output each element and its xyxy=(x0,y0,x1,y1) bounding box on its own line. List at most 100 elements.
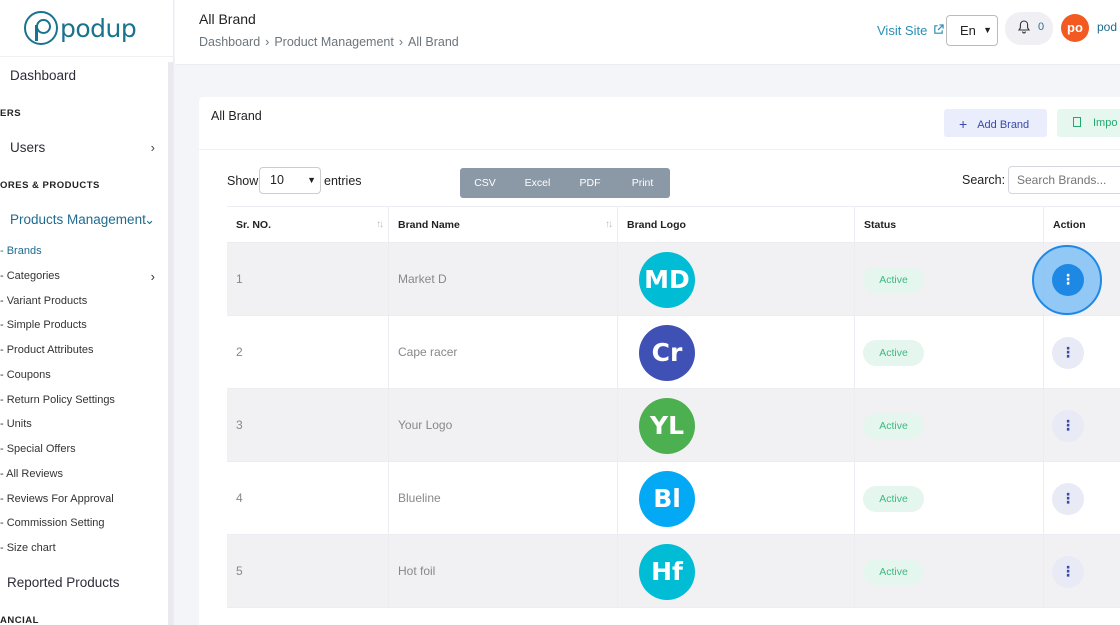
brand-logo-avatar: YL xyxy=(639,398,695,454)
cell-sr-no: 4 xyxy=(227,462,389,535)
sidebar-subitem[interactable]: - Units xyxy=(0,418,169,430)
sidebar-subitem-label: - Return Policy Settings xyxy=(0,394,115,406)
import-button[interactable]: Impo xyxy=(1057,109,1120,137)
export-pdf-button[interactable]: PDF xyxy=(579,177,601,189)
status-badge: Active xyxy=(863,486,924,512)
cell-status: Active xyxy=(855,535,1044,608)
breadcrumb-product-management[interactable]: Product Management xyxy=(274,35,394,49)
column-header-brand-logo: Brand Logo xyxy=(618,207,855,244)
column-label: Brand Name xyxy=(398,219,460,231)
sidebar-subitem[interactable]: - Size chart xyxy=(0,542,169,554)
row-actions-menu-icon[interactable]: ⋮ xyxy=(1052,264,1084,296)
table-header: Sr. NO. ↑↓ Brand Name ↑↓ Brand Logo Status… xyxy=(227,206,1120,244)
entries-label: entries xyxy=(324,174,362,188)
status-badge: Active xyxy=(863,413,924,439)
cell-brand-logo: Hf xyxy=(618,535,855,608)
sidebar-subitem[interactable]: - Commission Setting xyxy=(0,517,169,529)
sidebar-subitem[interactable]: - Special Offers xyxy=(0,443,169,455)
cell-sr-no: 3 xyxy=(227,389,389,462)
notifications-button[interactable]: 0 xyxy=(1005,12,1053,45)
chevron-right-icon: › xyxy=(150,140,155,155)
sort-icon[interactable]: ↑↓ xyxy=(376,219,384,230)
print-button[interactable]: Print xyxy=(631,177,654,189)
page-title: All Brand xyxy=(199,11,256,27)
cell-brand-logo: YL xyxy=(618,389,855,462)
breadcrumb: Dashboard › Product Management › All Brand xyxy=(199,35,459,49)
sidebar-subitem-label: - Product Attributes xyxy=(0,344,94,356)
sidebar-subitem[interactable]: - Simple Products xyxy=(0,319,169,331)
breadcrumb-dashboard[interactable]: Dashboard xyxy=(199,35,261,49)
sidebar-subitem[interactable]: - Coupons xyxy=(0,369,169,381)
avatar[interactable]: po xyxy=(1061,14,1089,42)
search-label: Search: xyxy=(962,173,1006,187)
sidebar-subitem-label: - Units xyxy=(0,418,32,430)
brand-logo-text: podup xyxy=(60,13,137,43)
cell-brand-name: Your Logo xyxy=(389,389,618,462)
user-name[interactable]: pod xyxy=(1097,20,1118,34)
sidebar-item-label: Users xyxy=(10,140,46,155)
row-actions-menu-icon[interactable]: ⋮ xyxy=(1052,410,1084,442)
sidebar-subitem[interactable]: - Variant Products xyxy=(0,295,169,307)
cell-brand-logo: Cr xyxy=(618,316,855,389)
sidebar-subitem[interactable]: - Return Policy Settings xyxy=(0,394,169,406)
sidebar-item-reported-products[interactable]: Reported Products xyxy=(7,575,120,590)
export-button-group: CSV Excel PDF Print xyxy=(460,168,670,198)
breadcrumb-separator-icon: › xyxy=(398,35,404,49)
chevron-down-icon: ▼ xyxy=(307,175,316,185)
add-brand-label: Add Brand xyxy=(977,119,1030,131)
sidebar-subitem-label: - Special Offers xyxy=(0,443,76,455)
card-title: All Brand xyxy=(211,109,262,123)
brand-logo-avatar: Hf xyxy=(639,544,695,600)
bell-icon xyxy=(1018,20,1030,34)
sidebar-subitem-label: - Brands xyxy=(0,245,42,257)
sidebar-item-label: Products Management xyxy=(10,212,146,227)
visit-site-link[interactable]: Visit Site xyxy=(877,23,944,38)
export-csv-button[interactable]: CSV xyxy=(474,177,496,189)
sidebar-section-financial: ANCIAL xyxy=(0,615,39,625)
visit-site-label: Visit Site xyxy=(877,23,928,38)
sidebar-subitem-label: - Variant Products xyxy=(0,295,88,307)
brand-logo-avatar: MD xyxy=(639,252,695,308)
row-actions-menu-icon[interactable]: ⋮ xyxy=(1052,483,1084,515)
cell-sr-no: 1 xyxy=(227,243,389,316)
sidebar-subitem-label: - Coupons xyxy=(0,369,51,381)
table-row: 1 Market D MD Active ⋮ xyxy=(227,243,1120,316)
cell-brand-name: Blueline xyxy=(389,462,618,535)
cell-status: Active xyxy=(855,462,1044,535)
sidebar-subitem[interactable]: - All Reviews xyxy=(0,468,169,480)
entries-select-value: 10 xyxy=(270,173,284,187)
sidebar-scrollbar[interactable] xyxy=(168,62,173,625)
sidebar-subitem[interactable]: - Product Attributes xyxy=(0,344,169,356)
entries-per-page-select[interactable]: 10 ▼ xyxy=(259,167,321,194)
cell-brand-name: Market D xyxy=(389,243,618,316)
podup-logo-icon xyxy=(24,11,58,45)
chevron-right-icon: › xyxy=(150,269,155,284)
table-row: 5 Hot foil Hf Active ⋮ xyxy=(227,535,1120,608)
sidebar-item-users[interactable]: Users › xyxy=(0,140,169,155)
sort-icon[interactable]: ↑↓ xyxy=(605,219,613,230)
plus-icon: + xyxy=(959,116,968,132)
cell-action: ⋮ xyxy=(1032,243,1120,316)
notifications-count: 0 xyxy=(1038,21,1045,33)
sidebar-subitem-label: - Simple Products xyxy=(0,319,87,331)
language-select[interactable]: En ▼ xyxy=(946,15,998,46)
sidebar-item-dashboard[interactable]: Dashboard xyxy=(10,68,77,83)
add-brand-button[interactable]: + Add Brand xyxy=(944,109,1047,137)
sidebar-item-products-management[interactable]: Products Management ⌄ xyxy=(0,212,169,227)
sidebar-subitem[interactable]: - Reviews For Approval xyxy=(0,493,169,505)
breadcrumb-separator-icon: › xyxy=(265,35,270,49)
cell-action: ⋮ xyxy=(1044,389,1120,462)
row-actions-menu-icon[interactable]: ⋮ xyxy=(1052,337,1084,369)
sidebar-subitem-label: - Categories xyxy=(0,270,60,282)
sidebar-subitem[interactable]: - Brands xyxy=(0,245,169,257)
export-excel-button[interactable]: Excel xyxy=(524,177,551,189)
cell-brand-logo: MD xyxy=(618,243,855,316)
search-brands-input[interactable] xyxy=(1008,166,1120,194)
cell-status: Active xyxy=(855,243,1044,316)
row-actions-menu-icon[interactable]: ⋮ xyxy=(1052,556,1084,588)
column-header-brand-name[interactable]: Brand Name ↑↓ xyxy=(389,207,618,244)
sidebar-subitem[interactable]: - Categories › xyxy=(0,269,169,284)
column-header-sr-no[interactable]: Sr. NO. ↑↓ xyxy=(227,207,389,244)
brand-logo[interactable]: podup xyxy=(0,0,173,57)
top-header: All Brand Dashboard › Product Management › A… xyxy=(175,0,1120,65)
